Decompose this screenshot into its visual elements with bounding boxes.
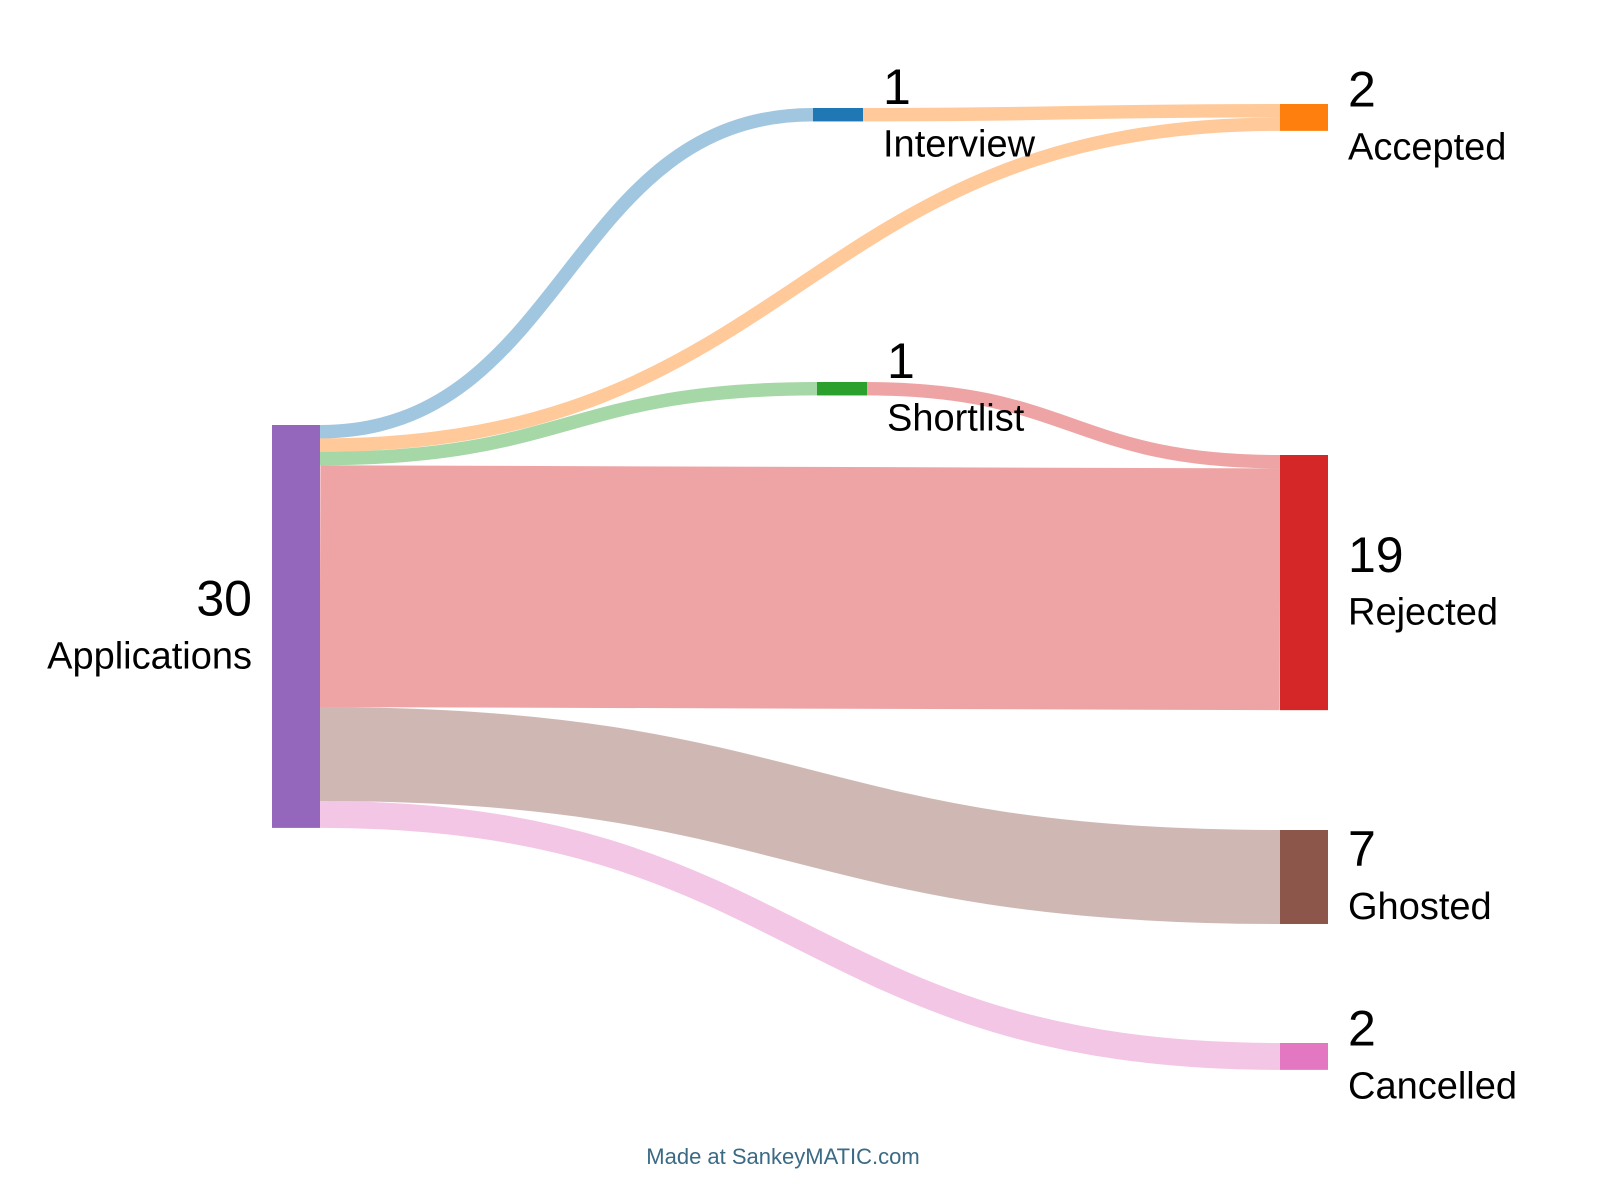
node <box>1280 1043 1328 1070</box>
link <box>319 801 1281 1070</box>
link <box>319 108 814 439</box>
node-value: 19 <box>1348 527 1404 583</box>
node-value: 2 <box>1348 1001 1376 1057</box>
node-value: 1 <box>887 333 915 389</box>
node-value: 30 <box>196 571 252 627</box>
link <box>864 382 1281 469</box>
node-label: Ghosted <box>1348 886 1492 928</box>
node-value: 2 <box>1348 62 1376 118</box>
node-value: 1 <box>883 59 911 115</box>
link <box>319 382 818 466</box>
node-value: 7 <box>1348 821 1376 877</box>
links <box>319 104 1281 1070</box>
node-label: Interview <box>883 124 1036 166</box>
node-label: Shortlist <box>887 398 1025 440</box>
node <box>272 425 320 828</box>
link <box>860 104 1281 122</box>
node <box>817 382 867 396</box>
node-label: Rejected <box>1348 592 1498 634</box>
link <box>319 707 1281 925</box>
node-label: Accepted <box>1348 126 1506 168</box>
node <box>1280 830 1328 925</box>
node <box>813 108 863 122</box>
footer[interactable]: Made at SankeyMATIC.com <box>646 1144 919 1169</box>
node <box>1280 455 1328 711</box>
node-label: Applications <box>47 635 252 677</box>
nodes: 30 Applications 1 Interview 1 Shortlist 2 Accep… <box>47 59 1517 1108</box>
node <box>1280 104 1328 131</box>
link <box>319 117 1281 452</box>
link <box>319 465 1281 711</box>
node-label: Cancelled <box>1348 1065 1517 1107</box>
